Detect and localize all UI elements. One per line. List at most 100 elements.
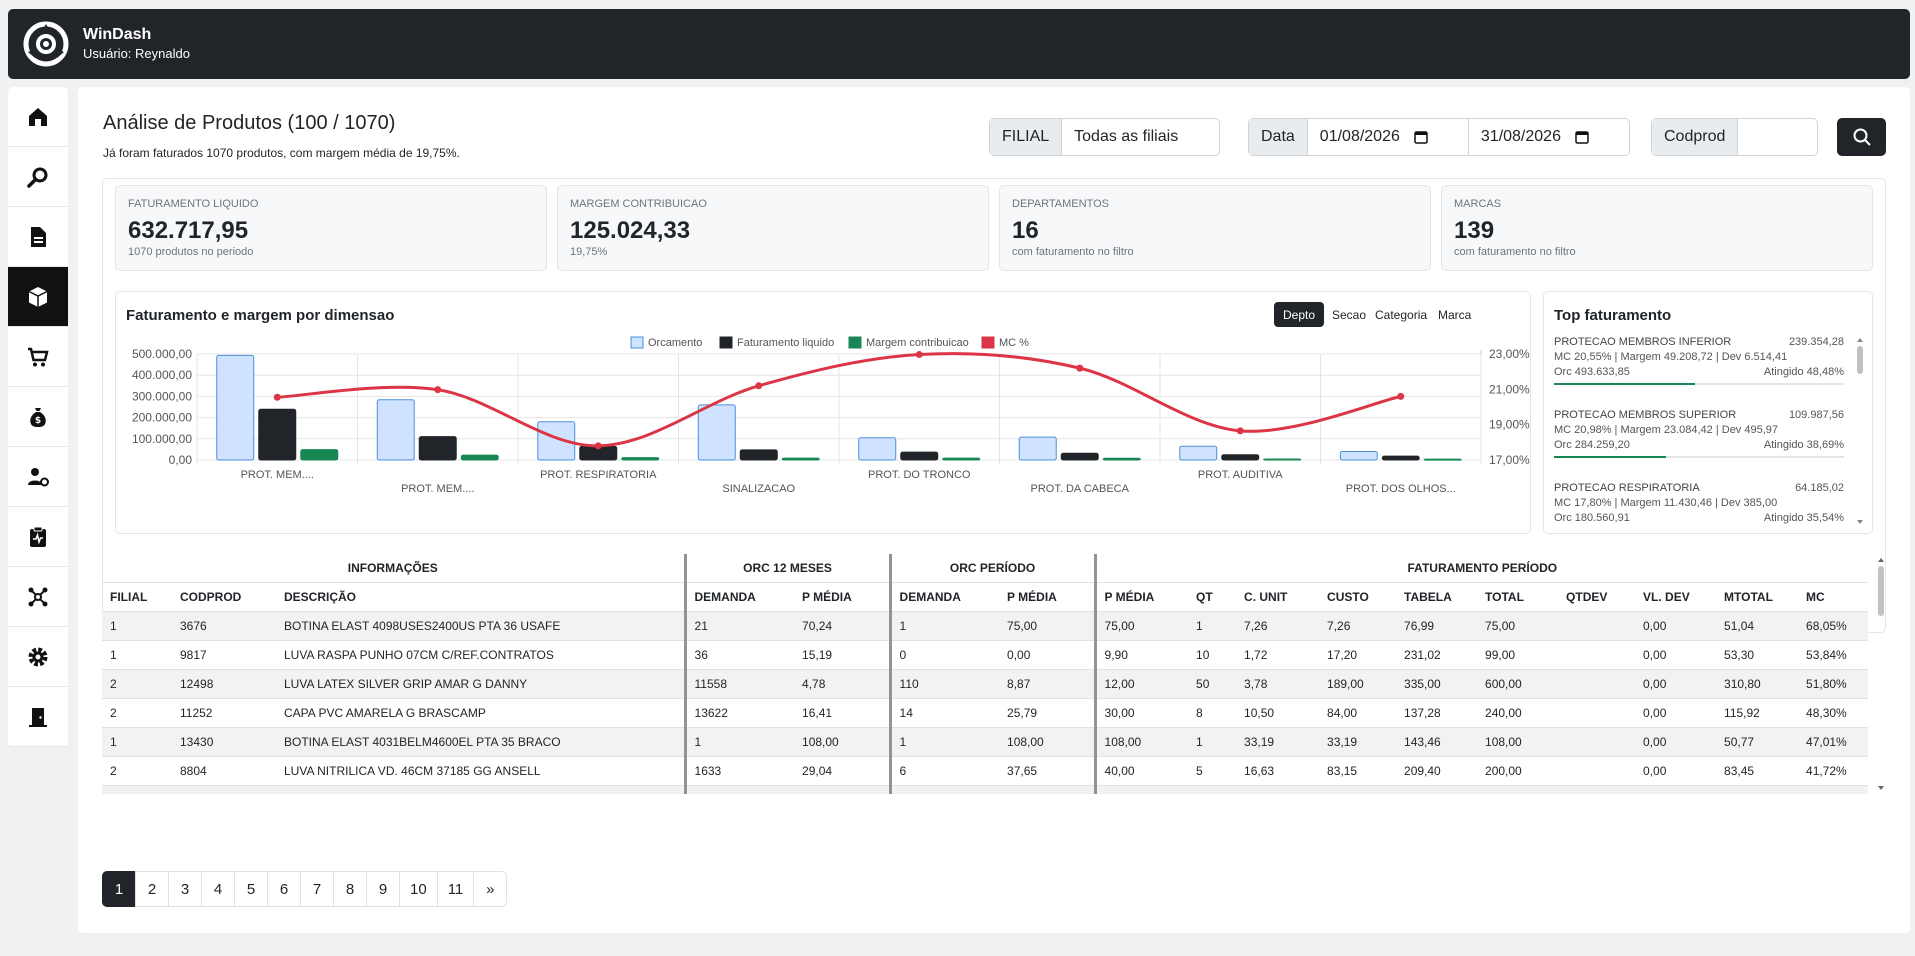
table-row[interactable]: 1 9817 LUVA RASPA PUNHO 07CM C/REF.CONTRAT… [102, 640, 1869, 670]
calendar-icon[interactable] [1575, 130, 1589, 144]
progress-bar [1554, 456, 1844, 458]
nav-search[interactable] [8, 147, 68, 207]
bar-margem-contribuicao [1102, 457, 1141, 461]
scroll-thumb[interactable] [1878, 566, 1884, 616]
column-header[interactable]: C. UNIT [1236, 582, 1320, 612]
search-button[interactable] [1837, 118, 1886, 156]
column-header[interactable]: MTOTAL [1716, 582, 1799, 612]
table-row[interactable]: 28803LUVA NITRILICA VD. 46CM 37185 G ANS… [102, 785, 1869, 794]
legend-label: MC % [999, 337, 1029, 349]
table-cell: 231,02 [1396, 640, 1478, 670]
nav-logout[interactable] [8, 687, 68, 747]
table-row[interactable]: 2 11252 CAPA PVC AMARELA G BRASCAMP 13622 16… [102, 698, 1869, 728]
nav-documents[interactable] [8, 207, 68, 267]
nav-reports[interactable] [8, 507, 68, 567]
table-cell: 1 [890, 727, 1000, 757]
column-header[interactable]: QT [1188, 582, 1237, 612]
column-header[interactable]: VL. DEV [1635, 582, 1717, 612]
filial-filter: FILIAL Todas as filiais [989, 118, 1220, 156]
column-header[interactable]: P MÉDIA [1095, 582, 1189, 612]
page-button[interactable]: 9 [366, 871, 400, 907]
nav-network[interactable] [8, 567, 68, 627]
table-cell [1558, 669, 1636, 699]
page-subtitle: Já foram faturados 1070 produtos, com ma… [103, 146, 460, 160]
page-button[interactable]: 2 [135, 871, 169, 907]
page-button[interactable]: 3 [168, 871, 202, 907]
tab-marca[interactable]: Marca [1438, 307, 1472, 322]
page-button[interactable]: 1 [102, 871, 136, 907]
tab-secao[interactable]: Secao [1332, 307, 1367, 322]
scroll-thumb[interactable] [1857, 346, 1863, 374]
table-cell [1558, 727, 1636, 757]
column-header[interactable]: MC [1798, 582, 1869, 612]
top-faturamento-panel: Top faturamento PROTECAO MEMBROS INFERIO… [1543, 291, 1873, 534]
table-cell: 335,00 [1396, 669, 1478, 699]
tab-categoria[interactable]: Categoria [1375, 307, 1428, 322]
date-to-input[interactable]: 31/08/2026 [1469, 119, 1629, 155]
list-item: PROTECAO MEMBROS SUPERIOR 109.987,56 MC 2… [1554, 408, 1844, 481]
nav-finance[interactable]: $ [8, 387, 68, 447]
table-cell: 6 [890, 756, 1000, 786]
table-row[interactable]: 1 13430 BOTINA ELAST 4031BELM4600EL PTA 35… [102, 727, 1869, 757]
column-header[interactable]: P MÉDIA [794, 582, 892, 612]
next-page-button[interactable]: » [473, 871, 508, 907]
top-faturamento-list[interactable]: PROTECAO MEMBROS INFERIOR 239.354,28 MC 2… [1554, 335, 1844, 525]
table-cell: 10,50 [1236, 698, 1320, 728]
page-button[interactable]: 10 [399, 871, 438, 907]
column-header[interactable]: FILIAL [102, 582, 172, 612]
nav-sales[interactable] [8, 327, 68, 387]
kpi-note: 1070 produtos no periodo [128, 246, 254, 258]
bar-orcamento [216, 354, 255, 461]
legend-label: Margem contribuicao [866, 337, 969, 349]
date-from-input[interactable]: 01/08/2026 [1308, 119, 1469, 155]
top-list-scrollbar[interactable] [1855, 334, 1865, 528]
nav-home[interactable] [8, 87, 68, 147]
table-cell: 36 [685, 640, 795, 670]
nav-settings[interactable] [8, 627, 68, 687]
legend-label: Orcamento [648, 337, 702, 349]
mc-percent-point [1397, 392, 1405, 400]
sidebar: $ [8, 87, 68, 747]
column-header[interactable]: DESCRIÇÃO [276, 582, 687, 612]
page-button[interactable]: 11 [436, 871, 475, 907]
column-header[interactable]: QTDEV [1558, 582, 1636, 612]
column-header[interactable]: P MÉDIA [999, 582, 1097, 612]
table-scrollbar[interactable] [1876, 554, 1886, 794]
column-header[interactable]: CUSTO [1319, 582, 1397, 612]
mc-percent-point [1236, 427, 1244, 435]
table-row[interactable]: 2 8804 LUVA NITRILICA VD. 46CM 37185 GG AN… [102, 756, 1869, 786]
table-cell: 3,78 [1236, 669, 1320, 699]
nav-products[interactable] [8, 267, 68, 327]
page-button[interactable]: 8 [333, 871, 367, 907]
table-row[interactable]: 2 12498 LUVA LATEX SILVER GRIP AMAR G DANN… [102, 669, 1869, 699]
progress-bar-fill [1554, 456, 1667, 458]
scroll-arrows-icon [1878, 558, 1884, 790]
column-header[interactable]: TABELA [1396, 582, 1478, 612]
page-button[interactable]: 5 [234, 871, 268, 907]
column-header[interactable]: CODPROD [172, 582, 276, 612]
table-cell: 884,10 [1477, 785, 1559, 794]
calendar-icon[interactable] [1414, 130, 1428, 144]
table-cell [1558, 698, 1636, 728]
codprod-input[interactable] [1738, 119, 1816, 155]
table-cell: 16,63 [1236, 756, 1320, 786]
page-button[interactable]: 6 [267, 871, 301, 907]
nav-users[interactable] [8, 447, 68, 507]
column-header-row: FILIAL CODPROD DESCRIÇÃO DEMANDA P MÉDIA DEMA… [102, 582, 1869, 612]
x-tick-label: PROT. DA CABECA [1031, 483, 1130, 495]
tab-depto[interactable]: Depto [1274, 302, 1325, 327]
column-header[interactable]: DEMANDA [685, 582, 795, 612]
table-cell: 8,87 [999, 669, 1097, 699]
page-button[interactable]: 7 [300, 871, 334, 907]
page-button[interactable]: 4 [201, 871, 235, 907]
column-header[interactable]: DEMANDA [890, 582, 1000, 612]
table-cell: 1633 [685, 756, 795, 786]
table-cell: 0,00 [1635, 756, 1717, 786]
filial-select[interactable]: Todas as filiais [1074, 128, 1179, 145]
table-row[interactable]: 1 3676 BOTINA ELAST 4098USES2400US PTA 36 … [102, 611, 1869, 641]
group-header-orc-periodo: ORC PERÍODO [890, 554, 1097, 583]
x-tick-label: PROT. DOS OLHOS... [1346, 483, 1456, 495]
column-header[interactable]: TOTAL [1477, 582, 1559, 612]
kpi-value: 125.024,33 [570, 217, 691, 244]
table-cell: 9,90 [1095, 640, 1189, 670]
